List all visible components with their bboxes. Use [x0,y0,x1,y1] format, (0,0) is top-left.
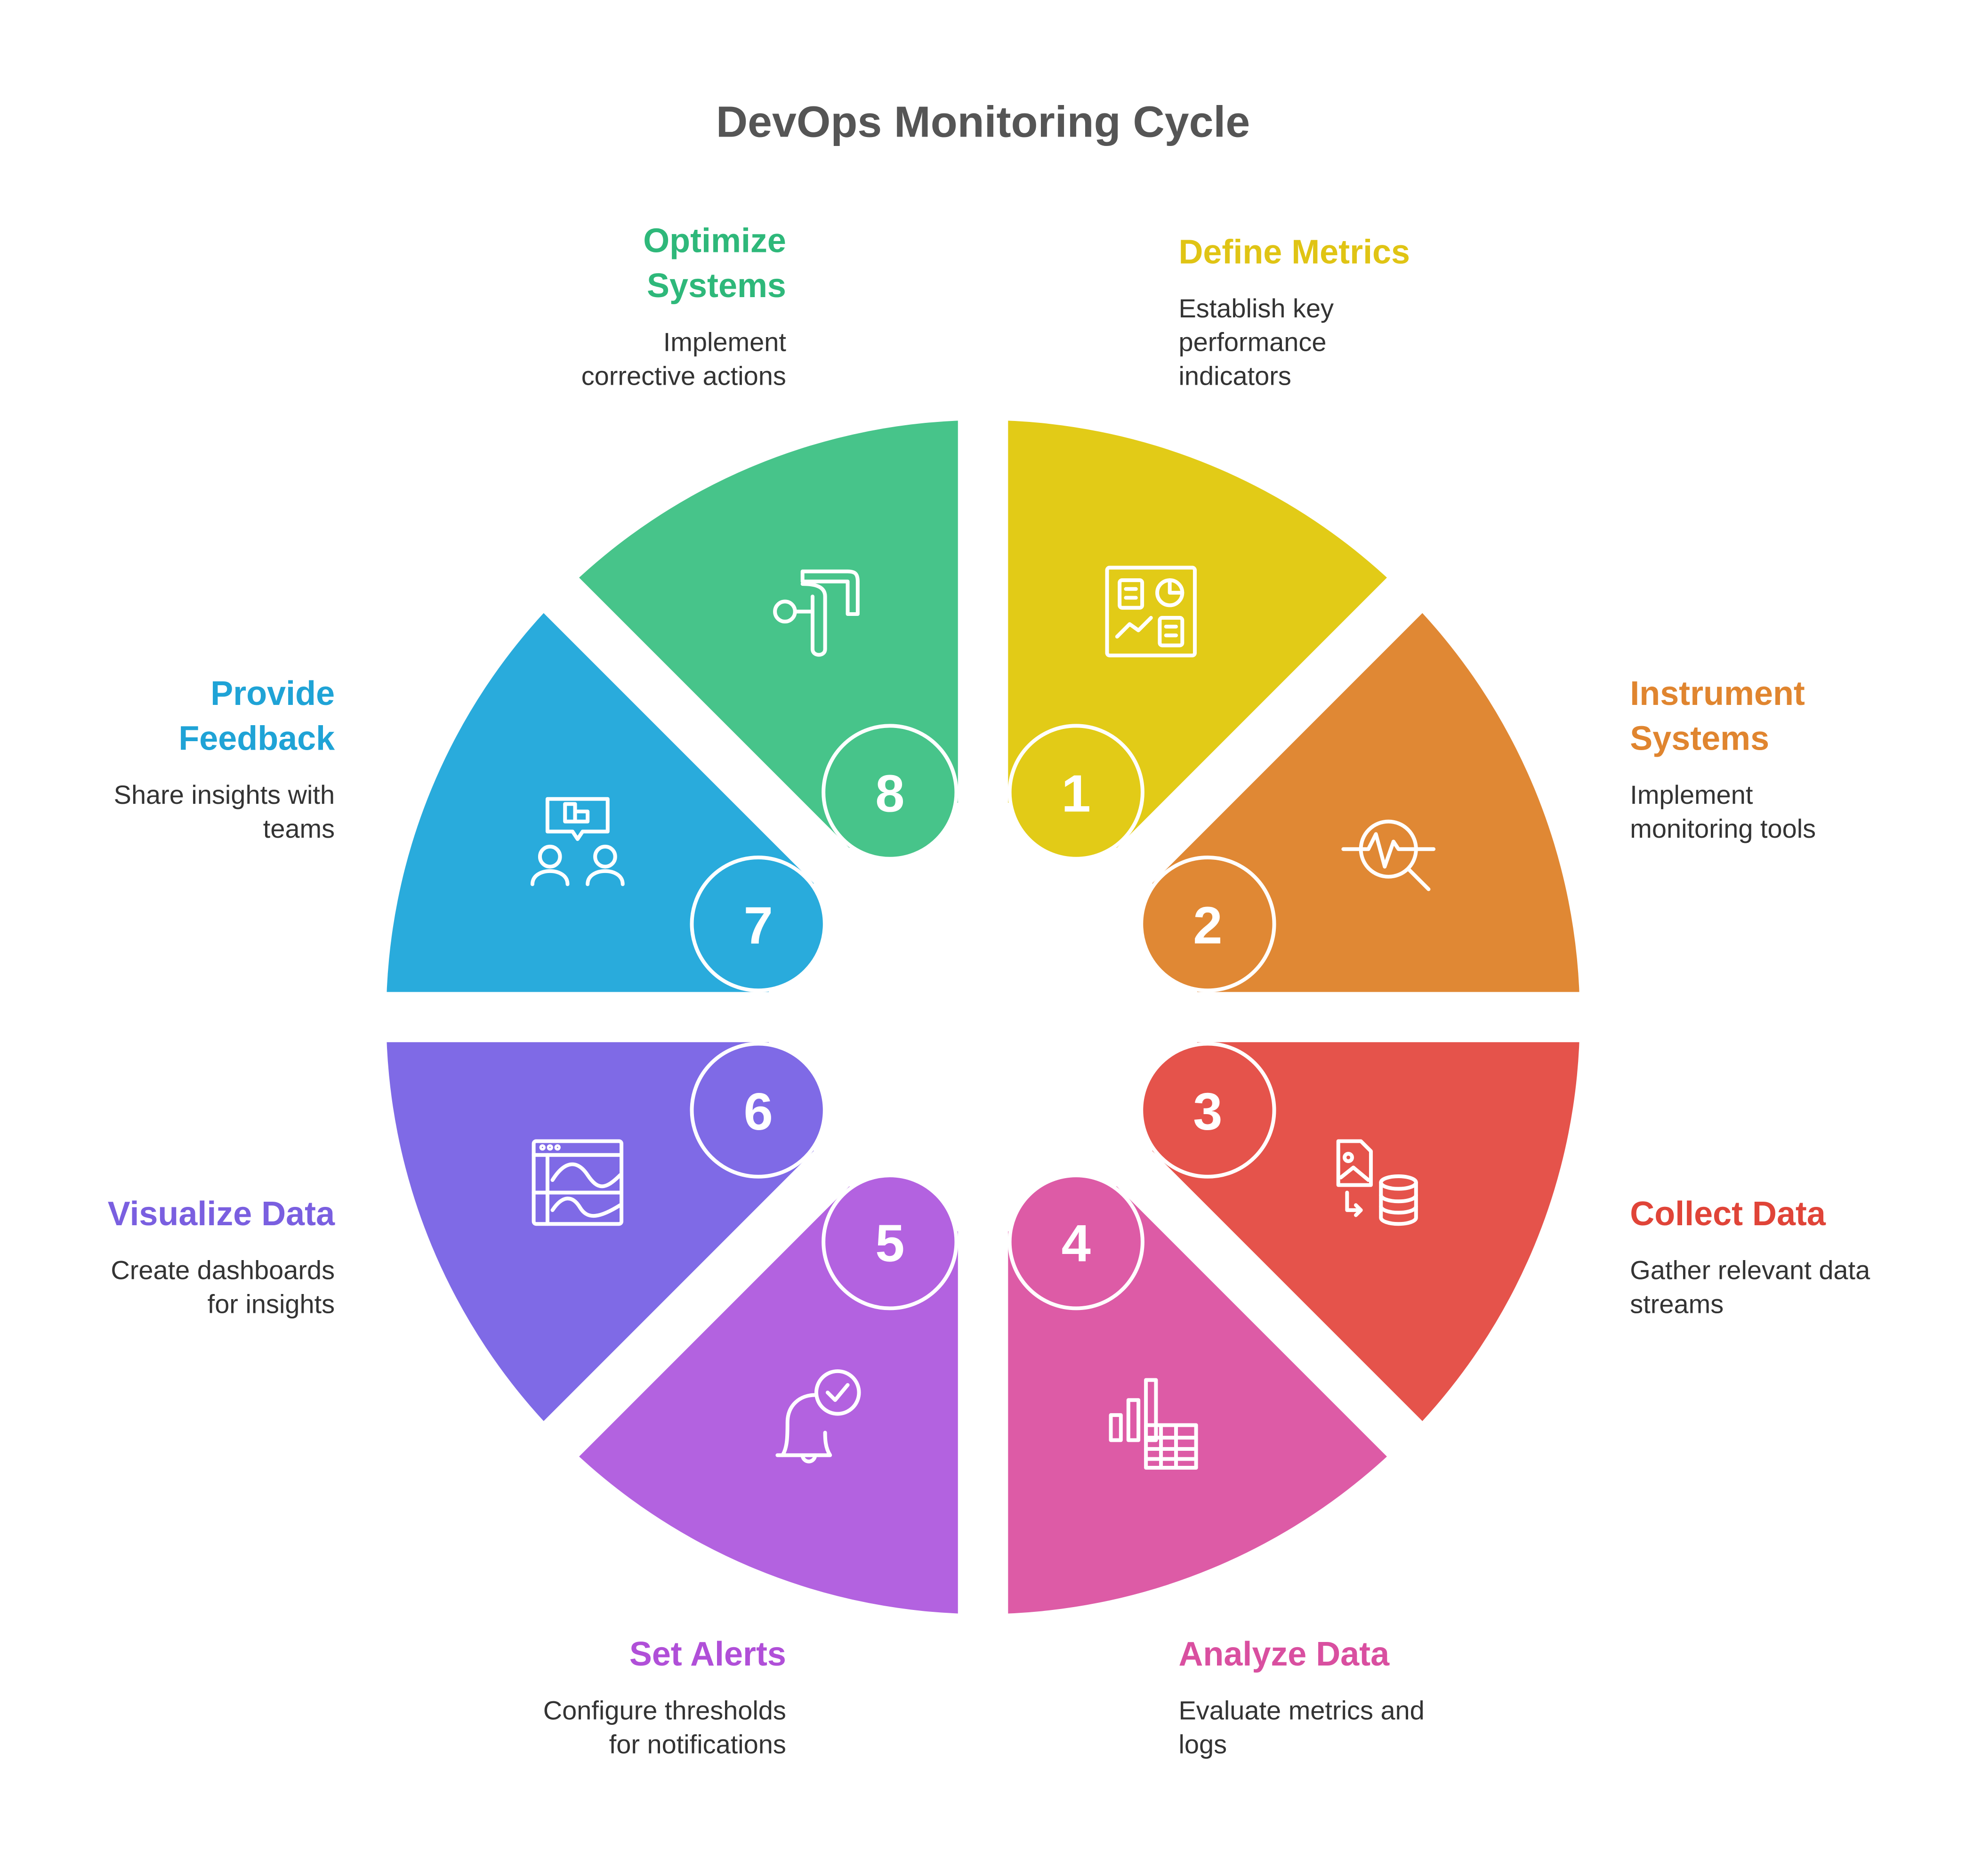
step-title: Systems [647,267,786,305]
step-badge-7: 7 [690,856,827,993]
step-badge-5: 5 [822,1173,959,1310]
step-description: Gather relevant data [1630,1256,1870,1286]
step-number: 4 [1062,1213,1091,1272]
step-description: indicators [1178,362,1291,391]
step-badge-6: 6 [690,1042,827,1179]
step-description: for notifications [609,1730,786,1760]
step-label-3: Collect Data Gather relevant data streams [1630,1191,1966,1322]
dashboard-icon [1105,566,1197,657]
diagram-title: DevOps Monitoring Cycle [716,97,1250,147]
browser-chart-icon [532,1139,624,1226]
badge-circle [1007,1173,1144,1310]
step-number: 2 [1193,896,1222,954]
step-number: 5 [875,1213,904,1272]
step-description: Implement [663,328,786,358]
step-title: Visualize Data [107,1195,335,1233]
team-feedback-icon [530,797,625,886]
chart-table-icon [1109,1378,1198,1470]
badge-circle [822,724,959,861]
step-number: 8 [875,764,904,823]
step-title: Instrument [1630,674,1805,712]
step-description: corrective actions [581,362,786,391]
step-label-4: Analyze Data Evaluate metrics and logs [1179,1632,1605,1762]
badge-circle [1007,724,1144,861]
bell-check-icon [775,1369,861,1464]
step-title: Systems [1630,720,1770,758]
step-description: Configure thresholds [543,1697,786,1726]
step-number: 7 [744,896,773,954]
step-label-6: Visualize Data Create dashboards for insig… [0,1191,335,1322]
step-label-1: Define Metrics Establish key performance in… [1179,229,1605,394]
step-description: logs [1178,1730,1227,1760]
badge-circle [690,856,827,993]
step-number: 1 [1062,764,1091,823]
step-badge-1: 1 [1007,724,1144,861]
step-title: Provide [210,674,335,712]
step-label-7: Provide Feedback Share insights with teams [0,671,335,847]
step-label-2: Instrument Systems Implement monitoring too… [1630,671,1966,847]
step-title: Define Metrics [1178,233,1410,271]
center-hole [767,801,1199,1233]
badge-circle [822,1173,959,1310]
step-number: 3 [1193,1082,1222,1141]
step-description: Evaluate metrics and [1178,1697,1425,1726]
step-label-5: Set Alerts Configure thresholds for notifi… [360,1632,786,1762]
step-description: streams [1630,1290,1724,1319]
step-number: 6 [744,1082,773,1141]
step-description: Implement [1630,781,1753,810]
step-badge-2: 2 [1139,856,1276,993]
file-database-icon [1336,1139,1418,1226]
badge-circle [1139,1042,1276,1179]
step-description: Establish key [1178,294,1334,324]
step-title: Optimize [643,222,786,260]
pulse-search-icon [1341,819,1436,891]
step-label-8: Optimize Systems Implement corrective actio… [360,218,786,394]
route-icon [773,569,860,657]
step-badge-8: 8 [822,724,959,861]
step-title: Collect Data [1630,1195,1826,1233]
step-badge-3: 3 [1139,1042,1276,1179]
step-description: monitoring tools [1630,815,1816,844]
step-description: Create dashboards [111,1256,335,1286]
badge-circle [1139,856,1276,993]
step-title: Set Alerts [629,1635,786,1673]
step-title: Analyze Data [1178,1635,1390,1673]
step-description: Share insights with [113,781,335,810]
step-badge-4: 4 [1007,1173,1144,1310]
badge-circle [690,1042,827,1179]
step-description: for insights [207,1290,335,1319]
step-description: performance [1178,328,1327,358]
step-title: Feedback [178,720,335,758]
step-description: teams [263,815,335,844]
